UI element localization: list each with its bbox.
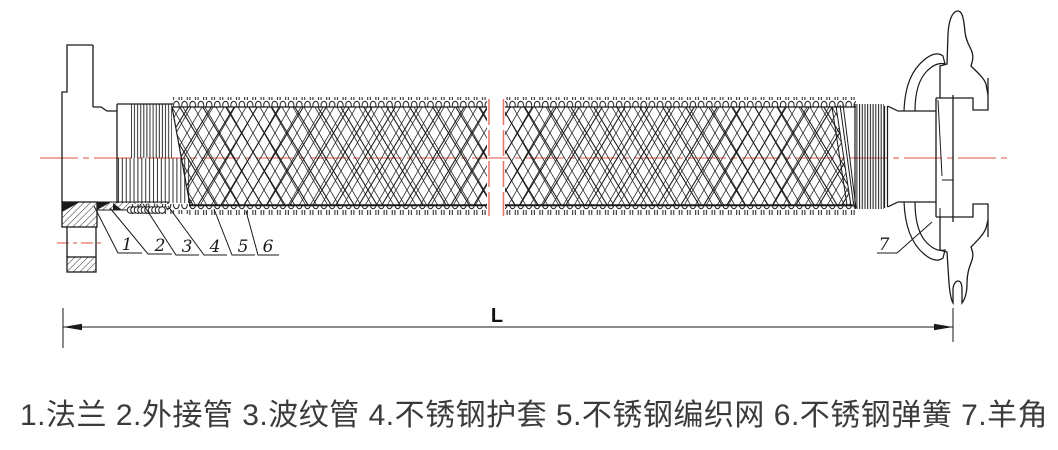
callout-4: 4 [209, 237, 221, 257]
ram-horn-fitting [903, 10, 989, 306]
braided-hose [171, 97, 857, 215]
callout-6: 6 [263, 237, 274, 257]
centerlines [40, 99, 1008, 244]
callout-leaders [93, 203, 933, 256]
callout-1: 1 [122, 235, 133, 255]
ferrule [854, 104, 936, 209]
parts-list-caption: 1.法兰 2.外接管 3.波纹管 4.不锈钢护套 5.不锈钢编织网 6.不锈钢弹… [20, 399, 1049, 432]
callout-7: 7 [879, 235, 890, 255]
callout-3: 3 [182, 237, 193, 257]
callout-2: 2 [154, 236, 166, 256]
spring-coils [126, 206, 166, 214]
dimension-label: L [491, 305, 503, 327]
callout-numbers: 1 2 3 4 5 6 7 [122, 235, 890, 257]
flange [61, 44, 98, 273]
callout-5: 5 [238, 237, 249, 257]
dimension-L [62, 308, 954, 348]
